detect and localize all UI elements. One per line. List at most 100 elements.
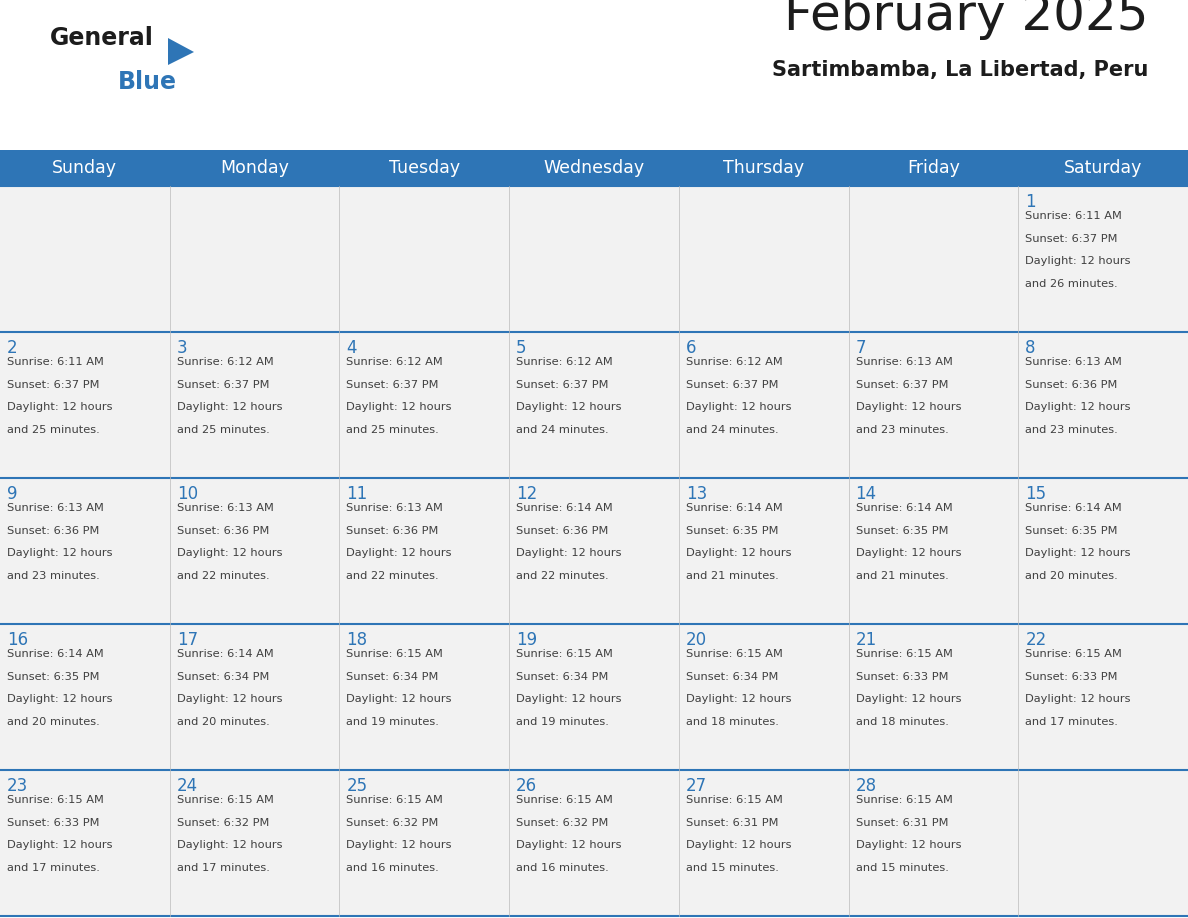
Text: 28: 28: [855, 777, 877, 795]
Text: Daylight: 12 hours: Daylight: 12 hours: [685, 402, 791, 412]
Text: and 21 minutes.: and 21 minutes.: [855, 571, 948, 581]
Text: 15: 15: [1025, 485, 1047, 503]
Text: 24: 24: [177, 777, 198, 795]
Text: Sunrise: 6:12 AM: Sunrise: 6:12 AM: [347, 357, 443, 367]
Text: Daylight: 12 hours: Daylight: 12 hours: [685, 840, 791, 850]
Text: 5: 5: [516, 339, 526, 357]
Text: Sunrise: 6:12 AM: Sunrise: 6:12 AM: [177, 357, 273, 367]
Text: Sunrise: 6:15 AM: Sunrise: 6:15 AM: [685, 795, 783, 805]
Text: Daylight: 12 hours: Daylight: 12 hours: [347, 548, 451, 558]
Text: 12: 12: [516, 485, 537, 503]
Text: and 23 minutes.: and 23 minutes.: [1025, 425, 1118, 435]
Text: Daylight: 12 hours: Daylight: 12 hours: [855, 402, 961, 412]
Text: Sunrise: 6:14 AM: Sunrise: 6:14 AM: [177, 649, 273, 659]
Text: Wednesday: Wednesday: [543, 159, 645, 177]
Bar: [340, 332, 510, 478]
Text: 18: 18: [347, 631, 367, 649]
Bar: [170, 624, 340, 770]
Text: Sunrise: 6:14 AM: Sunrise: 6:14 AM: [855, 503, 953, 513]
Text: Daylight: 12 hours: Daylight: 12 hours: [7, 548, 113, 558]
Text: Daylight: 12 hours: Daylight: 12 hours: [177, 402, 283, 412]
Text: Sunrise: 6:15 AM: Sunrise: 6:15 AM: [855, 795, 953, 805]
Bar: [340, 186, 510, 332]
Text: Blue: Blue: [118, 70, 177, 94]
Text: and 18 minutes.: and 18 minutes.: [685, 717, 778, 727]
Text: Sunrise: 6:14 AM: Sunrise: 6:14 AM: [685, 503, 783, 513]
Text: Sunset: 6:37 PM: Sunset: 6:37 PM: [516, 380, 608, 389]
Text: Sunrise: 6:15 AM: Sunrise: 6:15 AM: [516, 795, 613, 805]
Text: and 16 minutes.: and 16 minutes.: [347, 863, 440, 873]
Text: Sunrise: 6:15 AM: Sunrise: 6:15 AM: [177, 795, 273, 805]
Text: Daylight: 12 hours: Daylight: 12 hours: [1025, 694, 1131, 704]
Text: General: General: [50, 26, 154, 50]
Text: Sunset: 6:37 PM: Sunset: 6:37 PM: [347, 380, 438, 389]
Text: Sunset: 6:37 PM: Sunset: 6:37 PM: [1025, 233, 1118, 243]
Text: 25: 25: [347, 777, 367, 795]
Text: Monday: Monday: [220, 159, 289, 177]
Text: Sunset: 6:31 PM: Sunset: 6:31 PM: [685, 818, 778, 828]
Text: Sunset: 6:37 PM: Sunset: 6:37 PM: [177, 380, 270, 389]
Text: and 20 minutes.: and 20 minutes.: [177, 717, 270, 727]
Text: Daylight: 12 hours: Daylight: 12 hours: [177, 694, 283, 704]
Text: and 20 minutes.: and 20 minutes.: [7, 717, 100, 727]
Text: Sunset: 6:35 PM: Sunset: 6:35 PM: [1025, 526, 1118, 535]
Text: 14: 14: [855, 485, 877, 503]
Text: Sunset: 6:33 PM: Sunset: 6:33 PM: [855, 672, 948, 682]
Text: Daylight: 12 hours: Daylight: 12 hours: [177, 840, 283, 850]
Text: Sunset: 6:37 PM: Sunset: 6:37 PM: [685, 380, 778, 389]
Text: and 17 minutes.: and 17 minutes.: [1025, 717, 1118, 727]
Bar: [340, 478, 510, 624]
Text: Daylight: 12 hours: Daylight: 12 hours: [7, 694, 113, 704]
Text: Sunset: 6:35 PM: Sunset: 6:35 PM: [855, 526, 948, 535]
Text: Sunrise: 6:12 AM: Sunrise: 6:12 AM: [685, 357, 783, 367]
Text: Sunrise: 6:14 AM: Sunrise: 6:14 AM: [7, 649, 103, 659]
Text: and 21 minutes.: and 21 minutes.: [685, 571, 778, 581]
Text: and 20 minutes.: and 20 minutes.: [1025, 571, 1118, 581]
Bar: [510, 186, 678, 332]
Text: Sunrise: 6:13 AM: Sunrise: 6:13 AM: [347, 503, 443, 513]
Text: Sunset: 6:36 PM: Sunset: 6:36 PM: [516, 526, 608, 535]
Bar: [510, 332, 678, 478]
Text: 17: 17: [177, 631, 198, 649]
Bar: [678, 332, 848, 478]
Bar: [1018, 624, 1188, 770]
Text: Sunset: 6:34 PM: Sunset: 6:34 PM: [177, 672, 270, 682]
Text: Daylight: 12 hours: Daylight: 12 hours: [516, 548, 621, 558]
Text: Sunset: 6:36 PM: Sunset: 6:36 PM: [1025, 380, 1118, 389]
Text: Sunset: 6:34 PM: Sunset: 6:34 PM: [347, 672, 438, 682]
Text: Sunrise: 6:11 AM: Sunrise: 6:11 AM: [7, 357, 103, 367]
Text: Sunset: 6:36 PM: Sunset: 6:36 PM: [7, 526, 100, 535]
Text: Sunset: 6:31 PM: Sunset: 6:31 PM: [855, 818, 948, 828]
Text: and 18 minutes.: and 18 minutes.: [855, 717, 948, 727]
Bar: [0, 150, 1188, 186]
Text: 4: 4: [347, 339, 356, 357]
Text: 19: 19: [516, 631, 537, 649]
Text: Sunset: 6:32 PM: Sunset: 6:32 PM: [177, 818, 270, 828]
Text: Daylight: 12 hours: Daylight: 12 hours: [855, 548, 961, 558]
Text: Sunrise: 6:15 AM: Sunrise: 6:15 AM: [347, 795, 443, 805]
Text: Sunset: 6:32 PM: Sunset: 6:32 PM: [347, 818, 438, 828]
Text: and 15 minutes.: and 15 minutes.: [855, 863, 948, 873]
Text: Sunset: 6:33 PM: Sunset: 6:33 PM: [1025, 672, 1118, 682]
Bar: [848, 770, 1018, 916]
Text: and 22 minutes.: and 22 minutes.: [347, 571, 440, 581]
Text: 7: 7: [855, 339, 866, 357]
Text: Daylight: 12 hours: Daylight: 12 hours: [7, 402, 113, 412]
Text: 9: 9: [7, 485, 18, 503]
Bar: [1018, 186, 1188, 332]
Text: 8: 8: [1025, 339, 1036, 357]
Bar: [170, 186, 340, 332]
Text: Sunrise: 6:13 AM: Sunrise: 6:13 AM: [855, 357, 953, 367]
Bar: [848, 624, 1018, 770]
Text: Sunrise: 6:12 AM: Sunrise: 6:12 AM: [516, 357, 613, 367]
Bar: [1018, 770, 1188, 916]
Text: Sunrise: 6:13 AM: Sunrise: 6:13 AM: [7, 503, 103, 513]
Text: Daylight: 12 hours: Daylight: 12 hours: [516, 840, 621, 850]
Text: Sunrise: 6:11 AM: Sunrise: 6:11 AM: [1025, 211, 1123, 221]
Text: and 22 minutes.: and 22 minutes.: [516, 571, 608, 581]
Text: and 25 minutes.: and 25 minutes.: [347, 425, 440, 435]
Bar: [848, 332, 1018, 478]
Bar: [678, 186, 848, 332]
Polygon shape: [168, 38, 194, 65]
Text: and 25 minutes.: and 25 minutes.: [7, 425, 100, 435]
